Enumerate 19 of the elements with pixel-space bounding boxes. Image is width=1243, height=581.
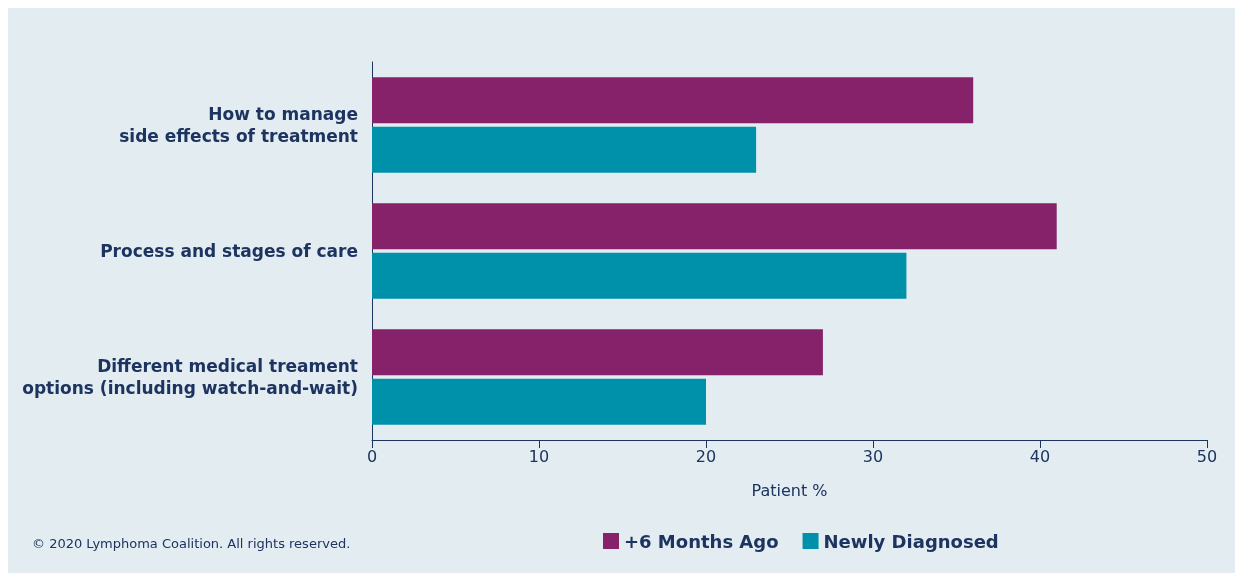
x-axis-title: Patient % (751, 480, 828, 500)
x-tick-label: 30 (862, 446, 884, 466)
y-tick-label: Different medical treament options (including watch-and-wait) (22, 356, 358, 398)
bar (372, 329, 823, 376)
y-tick-label: Process and stages of care (100, 241, 358, 261)
bar (372, 126, 757, 173)
bar (372, 252, 907, 299)
x-tick-label: 50 (1196, 446, 1218, 466)
legend-label: Newly Diagnosed (823, 530, 999, 552)
legend-label: +6 Months Ago (624, 530, 779, 552)
bar (372, 378, 706, 425)
x-tick-label: 0 (366, 446, 378, 466)
x-tick-label: 20 (695, 446, 717, 466)
x-tick-label: 10 (528, 446, 550, 466)
bar (372, 203, 1057, 250)
x-tick-label: 40 (1029, 446, 1051, 466)
bar (372, 77, 974, 124)
text: © 2020 Lymphoma Coalition. All rights reserved. (32, 536, 351, 551)
y-tick-label: How to manage side effects of treatment (119, 104, 358, 146)
